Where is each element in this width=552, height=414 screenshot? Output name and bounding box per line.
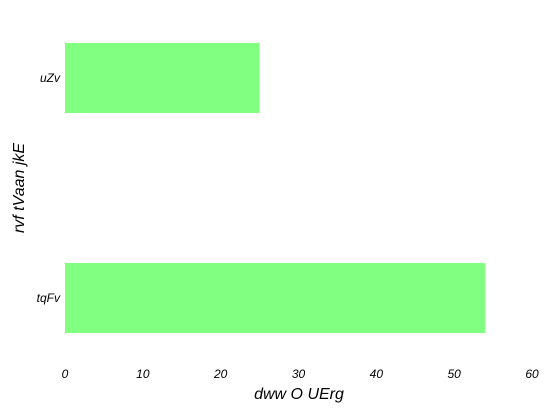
y-axis-label: rvf tVaan jkE	[11, 143, 28, 233]
bars-group	[65, 43, 485, 333]
y-tick-labels: uZv tqFv	[37, 71, 61, 305]
y-tick-label: tqFv	[37, 291, 61, 305]
x-tick-label: 20	[213, 367, 228, 381]
x-tick-labels: 0 10 20 30 40 50 60	[62, 367, 539, 381]
y-tick-label: uZv	[40, 71, 61, 85]
x-tick-label: 0	[62, 367, 69, 381]
x-tick-label: 50	[447, 367, 461, 381]
x-tick-label: 10	[136, 367, 150, 381]
bar-tqFv	[65, 263, 485, 333]
x-tick-label: 30	[292, 367, 306, 381]
x-axis-label: dww O UErg	[254, 386, 344, 403]
x-tick-label: 60	[525, 367, 539, 381]
bar-uZv	[65, 43, 260, 113]
x-tick-label: 40	[370, 367, 384, 381]
